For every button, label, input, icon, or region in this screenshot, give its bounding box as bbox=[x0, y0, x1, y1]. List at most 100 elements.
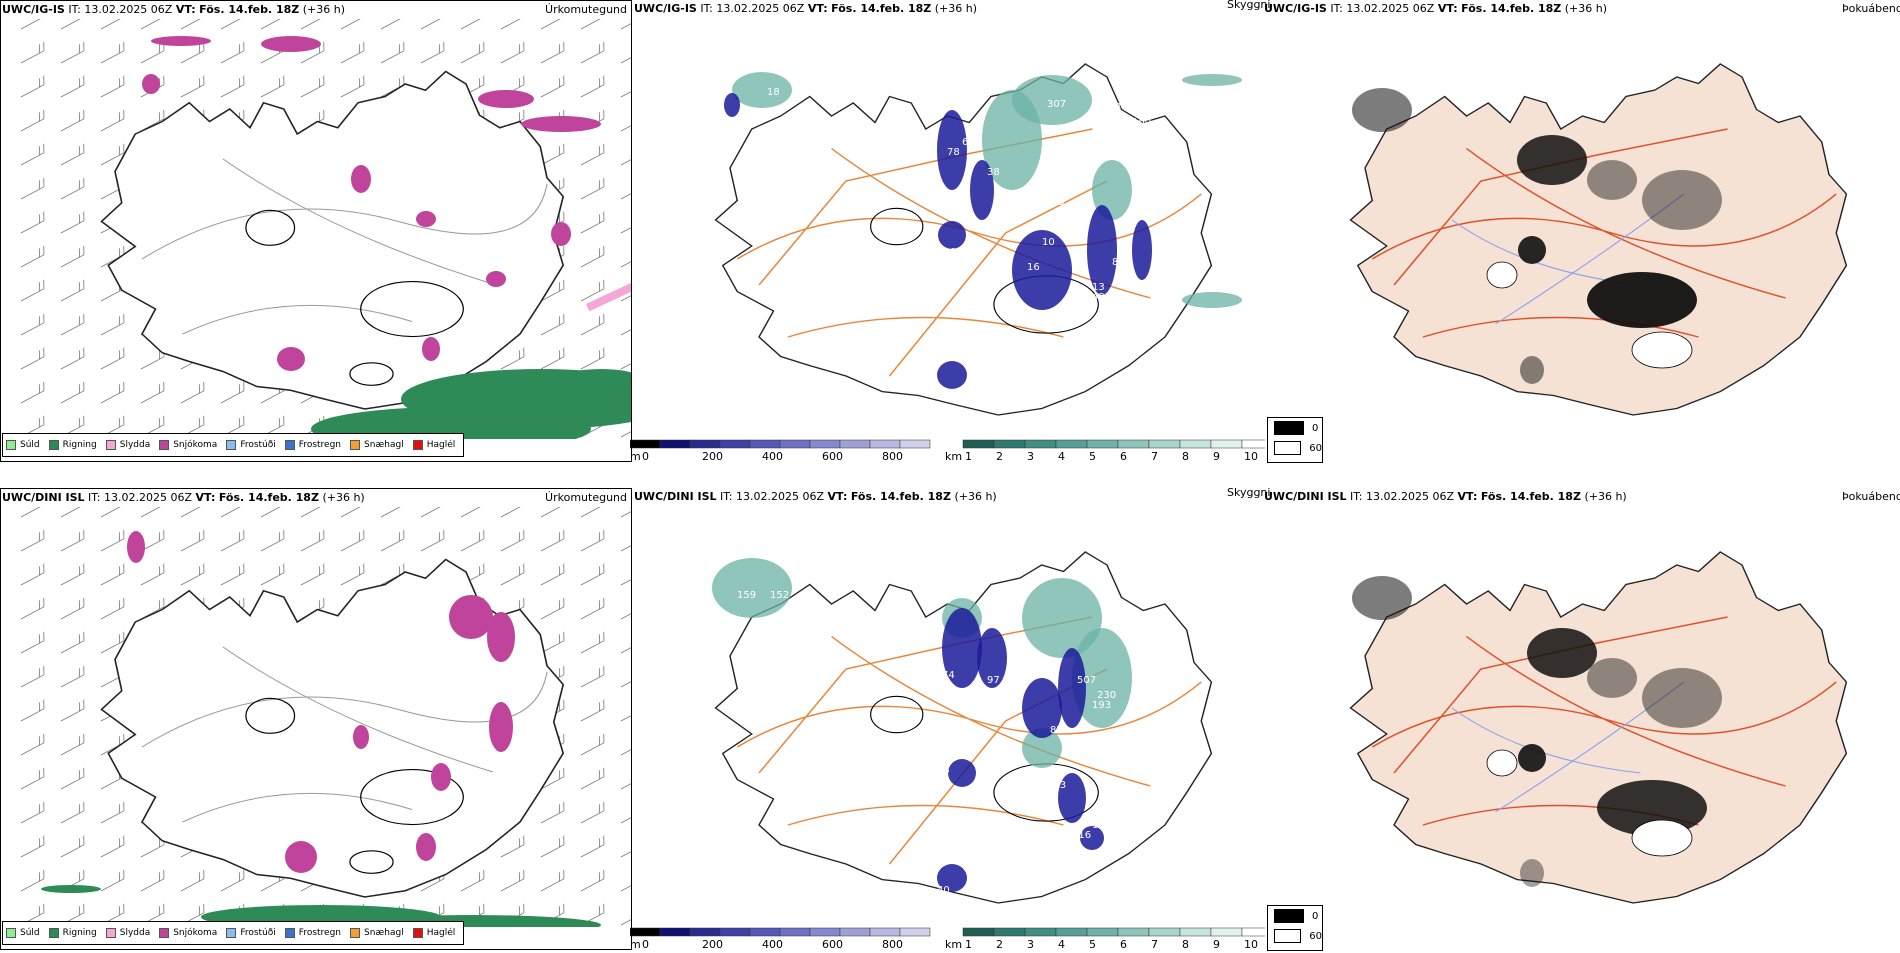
lead-time: (+36 h) bbox=[954, 490, 996, 503]
wind-barb bbox=[577, 212, 607, 233]
valid-time-label: VT: bbox=[828, 490, 848, 503]
fog-panel: UWC/DINI ISL IT: 13.02.2025 06Z VT: Fös.… bbox=[1262, 488, 1900, 950]
glacier-outline bbox=[1632, 820, 1692, 856]
wind-barb bbox=[17, 802, 47, 823]
fog-panel: UWC/IG-IS IT: 13.02.2025 06Z VT: Fös. 14… bbox=[1262, 0, 1900, 462]
wind-barb bbox=[57, 530, 87, 551]
elevation-colorbar-graphic: m02004006008001000 bbox=[630, 438, 940, 462]
visibility-unit: km bbox=[945, 450, 962, 462]
precip-area bbox=[422, 337, 440, 361]
model-name: UWC/DINI ISL bbox=[634, 490, 717, 503]
wind-barb bbox=[57, 598, 87, 619]
run-header: UWC/IG-IS IT: 13.02.2025 06Z VT: Fös. 14… bbox=[634, 2, 977, 15]
wind-barb bbox=[177, 564, 207, 585]
wind-barb bbox=[97, 19, 127, 29]
precip-area bbox=[478, 90, 534, 108]
visibility-value: 84 bbox=[1112, 257, 1125, 268]
visibility-value: 507 bbox=[1077, 675, 1096, 686]
legend-item: Rigning bbox=[49, 928, 97, 938]
wind-barb bbox=[617, 212, 631, 233]
wind-barb bbox=[497, 836, 527, 857]
wind-barb bbox=[297, 530, 327, 551]
wind-barb bbox=[497, 19, 527, 29]
legend-label: Frostúði bbox=[240, 928, 275, 938]
visibility-value: 87 bbox=[1050, 725, 1063, 736]
legend-label: Haglél bbox=[427, 928, 456, 938]
precip-area bbox=[353, 725, 369, 749]
low-visibility-area bbox=[712, 558, 792, 618]
wind-barb bbox=[137, 870, 167, 891]
model-name: UWC/DINI ISL bbox=[2, 491, 85, 504]
precip-area bbox=[127, 531, 145, 563]
model-name: UWC/DINI ISL bbox=[1264, 490, 1347, 503]
legend-item: Frostúði bbox=[226, 440, 275, 450]
wind-barb bbox=[217, 19, 247, 29]
wind-barb bbox=[537, 348, 567, 369]
wind-barb bbox=[577, 178, 607, 199]
legend-label: Súld bbox=[20, 440, 40, 450]
precip-area bbox=[416, 211, 436, 227]
glacier-outline bbox=[1487, 262, 1517, 288]
wind-barb bbox=[577, 530, 607, 551]
init-time: 13.02.2025 06Z bbox=[104, 491, 192, 504]
elevation-tick: 800 bbox=[882, 450, 903, 462]
wind-barb bbox=[17, 734, 47, 755]
wind-barb bbox=[257, 507, 287, 517]
elevation-unit: m bbox=[630, 450, 641, 462]
wind-barb bbox=[297, 76, 327, 97]
legend-item: Slydda bbox=[106, 440, 150, 450]
wind-barb bbox=[57, 564, 87, 585]
visibility-tick: 2 bbox=[996, 938, 1003, 950]
sleet-area bbox=[586, 283, 631, 311]
legend-swatch bbox=[285, 440, 295, 450]
visibility-value: 97 bbox=[987, 675, 1000, 686]
wind-barb bbox=[57, 178, 87, 199]
wind-barb bbox=[417, 42, 447, 63]
wind-barb bbox=[617, 666, 631, 687]
wind-barb bbox=[577, 42, 607, 63]
lead-time: (+36 h) bbox=[935, 2, 977, 15]
legend-item: Snæhagl bbox=[350, 928, 404, 938]
init-time: 13.02.2025 06Z bbox=[736, 490, 824, 503]
visibility-tick: 6 bbox=[1120, 450, 1127, 462]
fog-legend-swatch bbox=[1274, 929, 1301, 943]
valid-time: Fös. 14.feb. 18Z bbox=[1461, 2, 1561, 15]
wind-barb bbox=[497, 348, 527, 369]
wind-barb bbox=[97, 870, 127, 891]
wind-barb bbox=[97, 598, 127, 619]
lead-time: (+36 h) bbox=[1565, 2, 1607, 15]
low-visibility-area bbox=[1182, 292, 1242, 308]
visibility-tick: 9 bbox=[1213, 450, 1220, 462]
fog-legend-item: 60 bbox=[1268, 926, 1322, 946]
wind-barb bbox=[377, 507, 407, 517]
precip-area bbox=[277, 347, 305, 371]
model-name: UWC/IG-IS bbox=[1264, 2, 1327, 15]
fog-legend-item: 0 bbox=[1268, 906, 1322, 926]
run-header: UWC/DINI ISL IT: 13.02.2025 06Z VT: Fös.… bbox=[634, 490, 997, 503]
very-low-visibility-area bbox=[1058, 648, 1086, 728]
wind-barb bbox=[57, 802, 87, 823]
wind-barb bbox=[497, 870, 527, 891]
model-name: UWC/IG-IS bbox=[634, 2, 697, 15]
visibility-value: 38 bbox=[987, 167, 1000, 178]
wind-barb bbox=[57, 314, 87, 335]
wind-barb bbox=[617, 348, 631, 369]
fog-map bbox=[1262, 508, 1900, 928]
precip-area bbox=[285, 841, 317, 873]
wind-barb bbox=[177, 19, 207, 29]
elevation-tick: 0 bbox=[642, 450, 649, 462]
iceland-coastline bbox=[102, 72, 564, 410]
wind-barb bbox=[617, 110, 631, 131]
wind-barb bbox=[17, 280, 47, 301]
panel-title-fog: Þokuábendi bbox=[1842, 2, 1900, 15]
wind-barb bbox=[57, 836, 87, 857]
lead-time: (+36 h) bbox=[1584, 490, 1626, 503]
fog-legend-swatch bbox=[1274, 909, 1304, 923]
wind-barb bbox=[57, 246, 87, 267]
visibility-tick: 5 bbox=[1089, 450, 1096, 462]
legend-label: Snæhagl bbox=[364, 440, 404, 450]
visibility-value: 16 bbox=[1027, 262, 1040, 273]
